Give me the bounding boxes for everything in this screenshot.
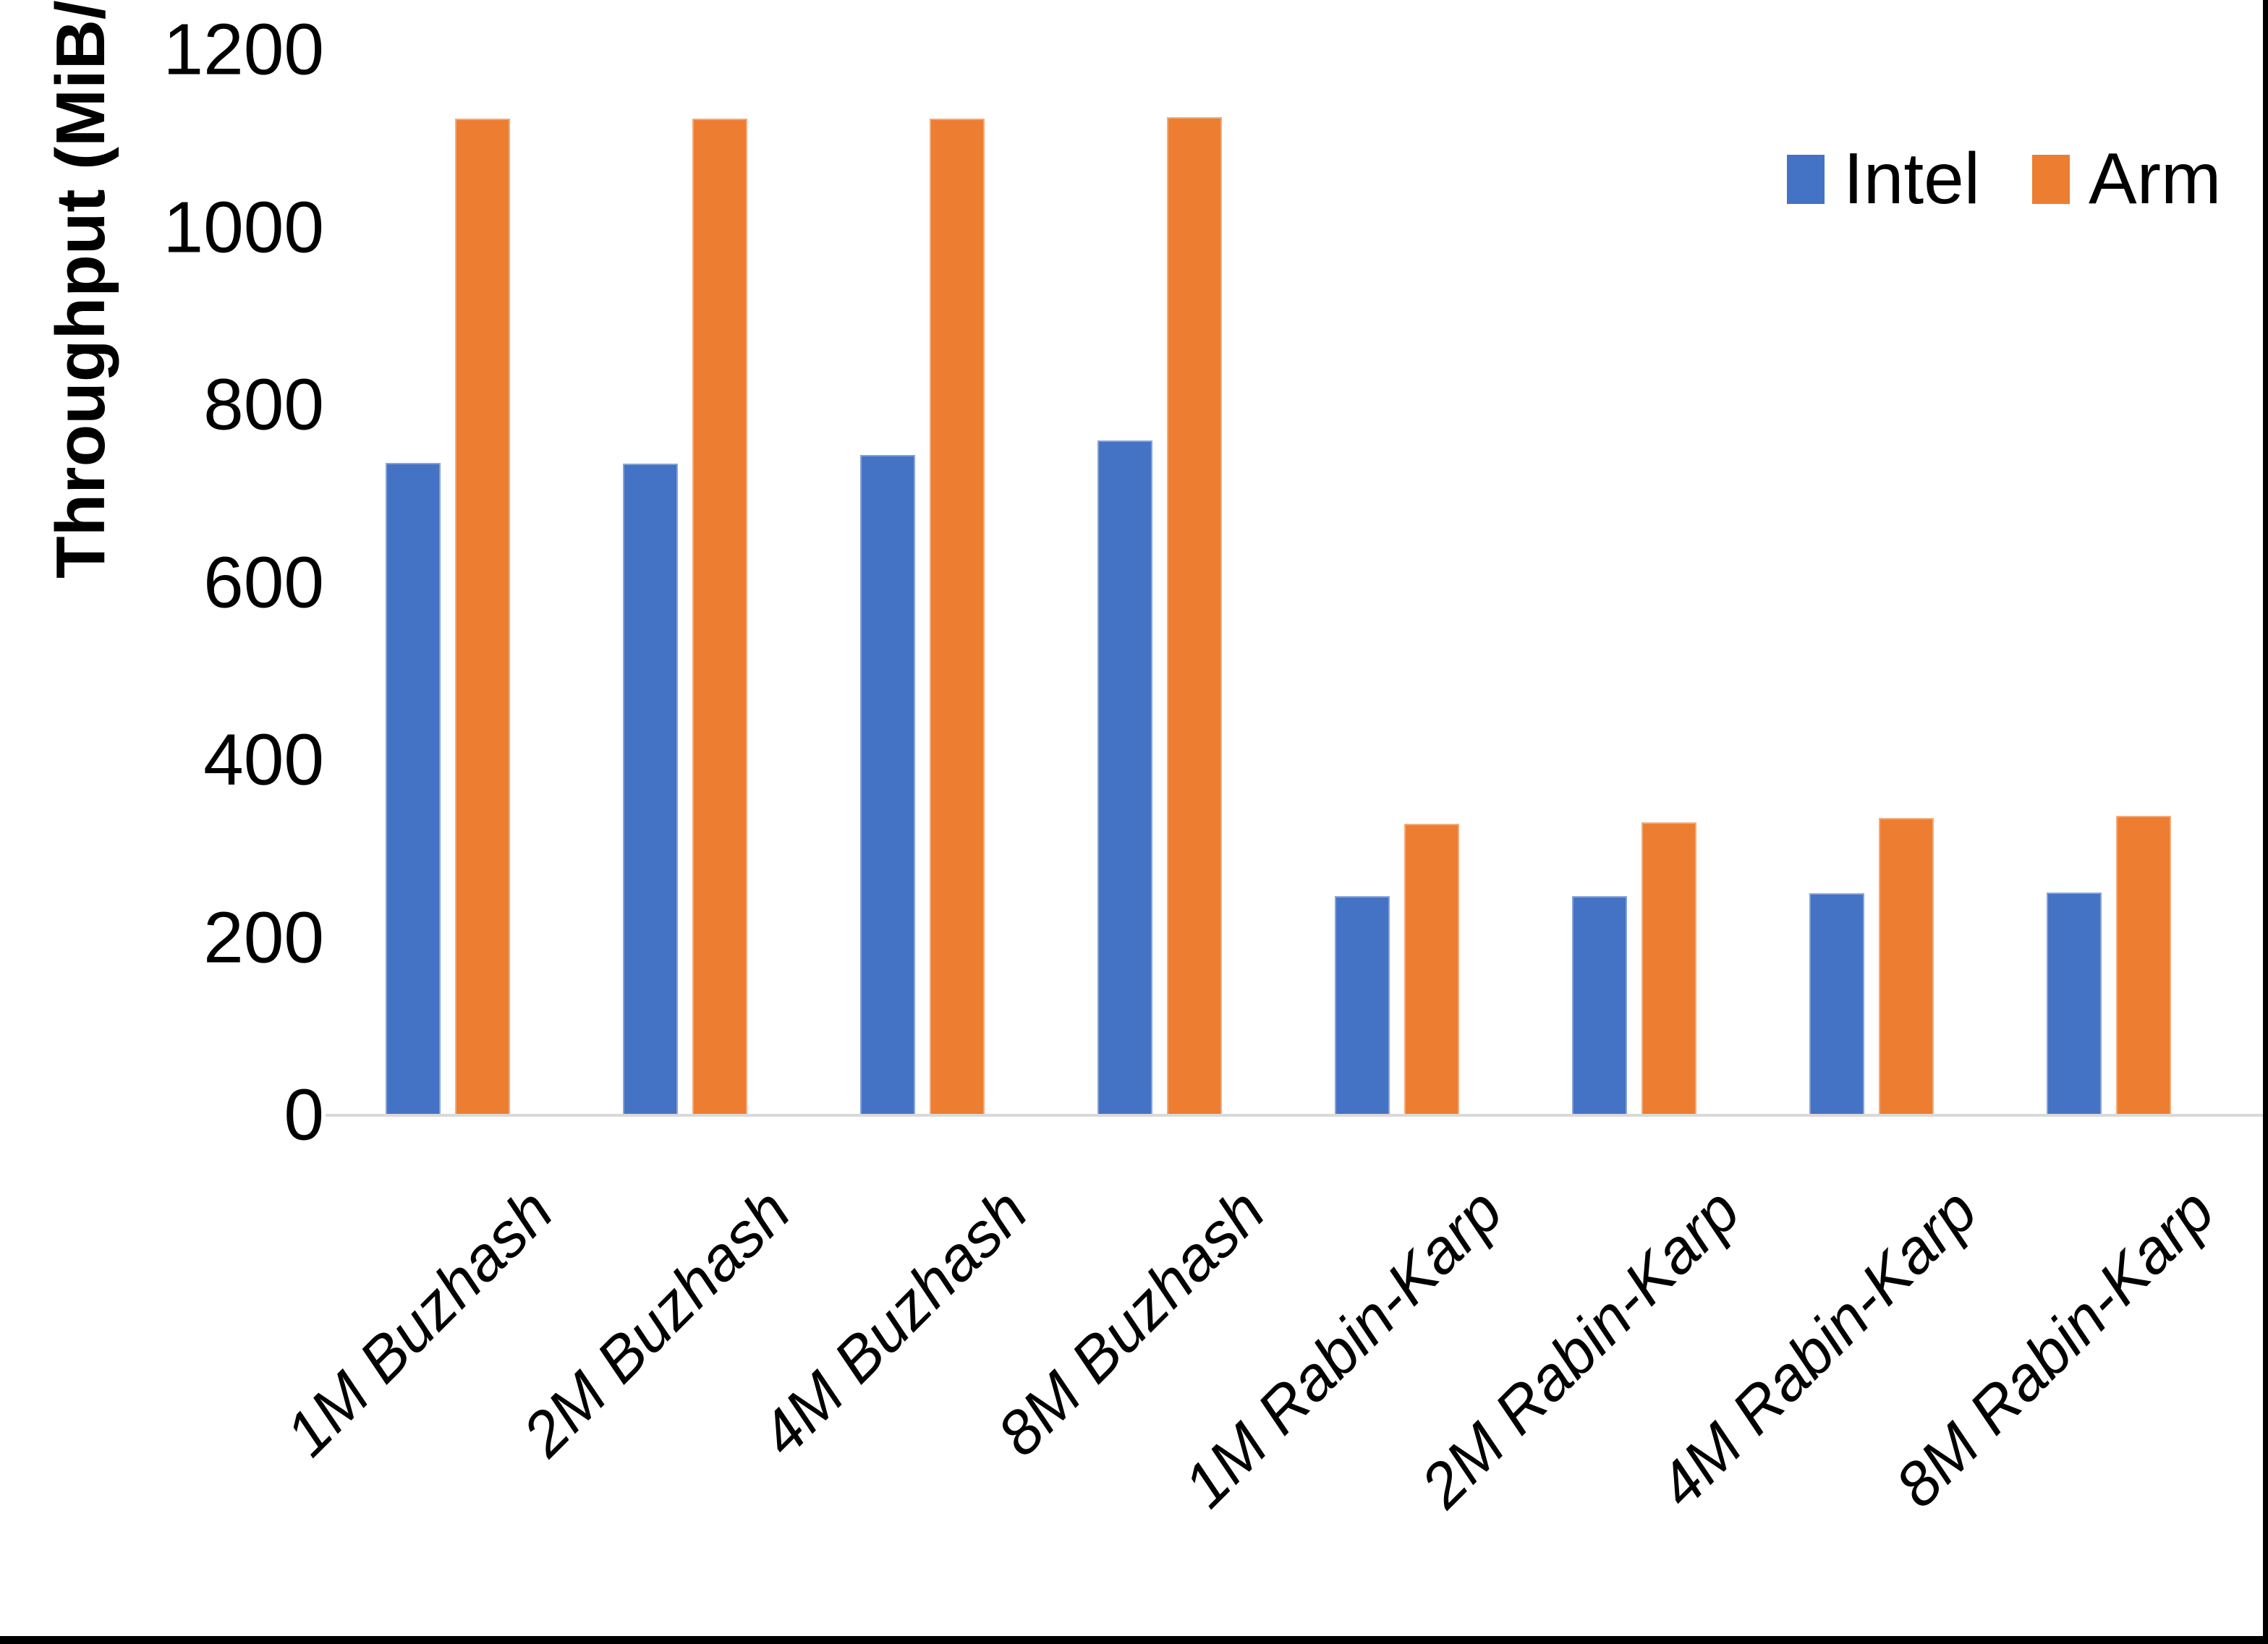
y-axis-tick-label: 1000 bbox=[163, 187, 324, 268]
y-axis-tick-label: 1200 bbox=[163, 9, 324, 90]
bar-arm-8 bbox=[2116, 816, 2171, 1115]
y-axis-tick-label: 400 bbox=[203, 719, 324, 801]
screenshot-bottom-border bbox=[0, 1636, 2268, 1644]
legend-label-arm: Arm bbox=[2089, 138, 2222, 219]
legend-swatch-arm-icon bbox=[2032, 154, 2070, 204]
bar-arm-7 bbox=[1879, 818, 1934, 1115]
bar-intel-2 bbox=[623, 464, 678, 1115]
bar-intel-6 bbox=[1572, 896, 1627, 1115]
legend-item-intel: Intel bbox=[1787, 137, 1980, 221]
legend-label-intel: Intel bbox=[1843, 138, 1981, 219]
y-axis-tick-label: 0 bbox=[284, 1074, 324, 1156]
bar-intel-5 bbox=[1335, 896, 1390, 1115]
bar-intel-8 bbox=[2047, 893, 2102, 1115]
bar-intel-7 bbox=[1809, 893, 1864, 1115]
y-axis-tick-label: 600 bbox=[203, 542, 324, 623]
bar-intel-1 bbox=[386, 463, 441, 1115]
x-axis-line bbox=[326, 1114, 2268, 1117]
y-axis-tick-label: 200 bbox=[203, 897, 324, 978]
screenshot-right-border bbox=[2263, 0, 2268, 1644]
bar-intel-3 bbox=[860, 455, 915, 1115]
bar-arm-3 bbox=[930, 119, 985, 1115]
bar-arm-6 bbox=[1641, 822, 1696, 1115]
bar-arm-4 bbox=[1167, 117, 1222, 1115]
y-axis-tick-label: 800 bbox=[203, 364, 324, 446]
legend: Intel Arm bbox=[1787, 137, 2221, 221]
legend-swatch-intel-icon bbox=[1787, 154, 1825, 204]
bar-arm-2 bbox=[692, 119, 747, 1115]
legend-item-arm: Arm bbox=[2032, 137, 2221, 221]
bar-arm-1 bbox=[455, 119, 510, 1115]
bar-intel-4 bbox=[1097, 440, 1152, 1115]
bar-arm-5 bbox=[1404, 824, 1459, 1115]
